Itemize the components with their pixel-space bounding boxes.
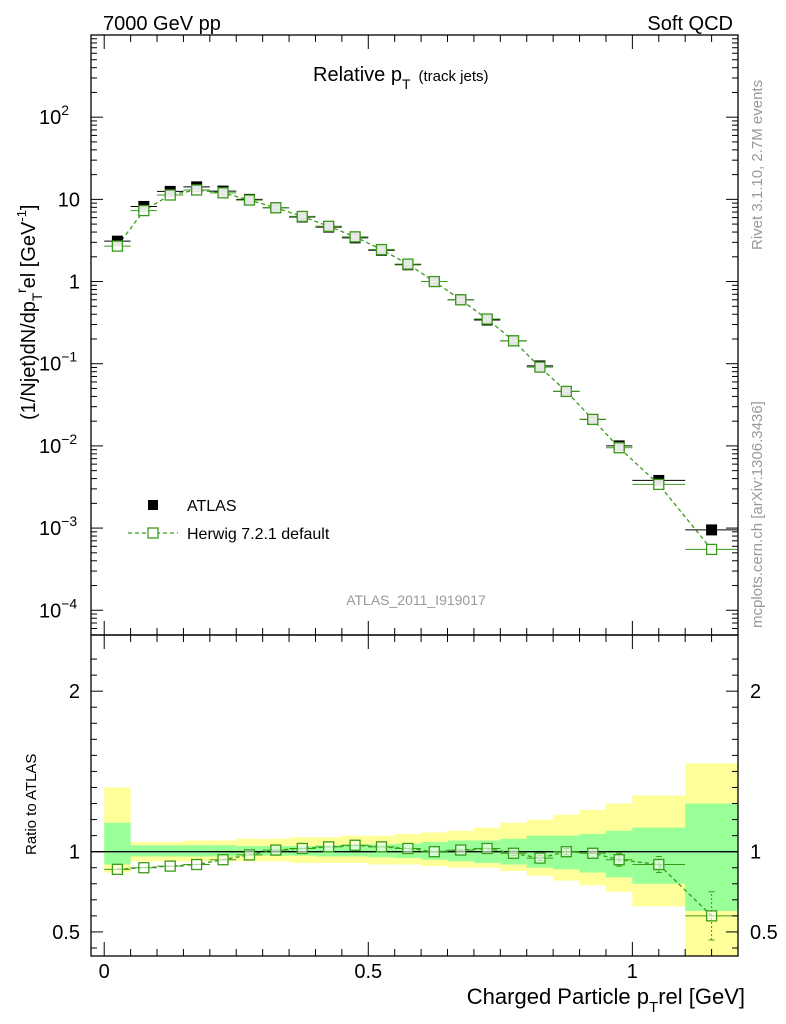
y-tick-label: 10−3 (39, 513, 77, 540)
mc-point (270, 202, 282, 214)
x-tick-label: 0.5 (354, 961, 382, 983)
ratio-point (296, 842, 308, 855)
mc-point (613, 442, 625, 454)
ratio-y-tick-label-right: 2 (750, 681, 761, 703)
mc-point (481, 313, 493, 325)
ratio-point (534, 852, 546, 864)
legend-atlas-label: ATLAS (187, 498, 237, 515)
ratio-point (190, 858, 203, 871)
main-ticks: 10−4 10−3 10−2 10−1 1 10 102 (39, 35, 738, 636)
legend-atlas-marker (148, 500, 158, 510)
ratio-band-inner (632, 827, 686, 884)
mc-point (428, 275, 440, 288)
mc-series-line (116, 189, 713, 550)
header-left: 7000 GeV pp (103, 13, 221, 35)
mc-point (507, 335, 520, 347)
ratio-point (507, 847, 520, 859)
ratio-band-inner (183, 845, 210, 857)
ratio-point (402, 842, 414, 855)
main-panel (104, 181, 738, 556)
main-frame (90, 34, 739, 636)
mc-point (164, 189, 176, 201)
x-tick-label: 1 (627, 961, 638, 983)
plot-title: Relative pT (track jets) (313, 64, 489, 92)
ratio-panel (91, 763, 738, 956)
ratio-point (270, 844, 282, 856)
ratio-band-inner (130, 845, 158, 857)
ratio-y-tick-label-left: 2 (69, 681, 80, 703)
mc-point (138, 204, 150, 217)
analysis-label: ATLAS_2011_I919017 (346, 592, 486, 608)
ratio-point (217, 854, 229, 866)
mc-point (534, 361, 546, 373)
ratio-band-inner (685, 803, 738, 912)
ratio-ticks: 0.5 0.5 1 1 2 2 0 0.5 1 (52, 635, 778, 983)
ratio-point (560, 846, 572, 858)
ratio-point (705, 910, 718, 922)
ratio-point (349, 839, 361, 851)
ratio-frame (90, 634, 739, 957)
ratio-point (323, 841, 335, 853)
ratio-band-inner (157, 845, 184, 857)
y-tick-label: 1 (69, 272, 80, 294)
ratio-point (587, 847, 599, 859)
legend-mc-label: Herwig 7.2.1 default (187, 526, 330, 543)
mc-point (560, 385, 572, 398)
ratio-point (481, 842, 493, 855)
mc-point (653, 478, 665, 491)
rivet-version-label: Rivet 3.1.10, 2.7M events (749, 80, 766, 250)
ratio-band-inner (104, 822, 131, 865)
ratio-point (653, 858, 665, 871)
mc-point (705, 543, 718, 556)
mc-point (190, 184, 203, 196)
y-tick-label: 10 (58, 189, 80, 211)
mc-point (111, 240, 124, 252)
ratio-point (138, 862, 150, 874)
main-ylabel: (1/Njet)dN/dpTrel [GeV-1] (13, 205, 45, 420)
y-tick-label: 102 (39, 102, 69, 129)
ratio-point (111, 863, 124, 875)
ratio-point (243, 849, 256, 861)
x-tick-label: 0 (99, 961, 110, 983)
legend-mc-marker (147, 527, 159, 539)
y-tick-label: 10−1 (39, 349, 77, 376)
ratio-y-tick-label-right: 0.5 (750, 922, 778, 944)
mc-point (217, 187, 229, 199)
y-tick-label: 10−4 (39, 595, 77, 622)
ratio-point (375, 841, 388, 853)
mc-point (402, 258, 414, 270)
ratio-series-line (117, 844, 713, 917)
mc-point (349, 231, 361, 243)
ratio-point (164, 860, 176, 872)
ratio-point (613, 854, 625, 866)
ratio-ylabel: Ratio to ATLAS (23, 754, 40, 855)
ratio-band-inner (209, 845, 237, 857)
mcplots-label: mcplots.cern.ch [arXiv:1306.3436] (749, 401, 766, 628)
ratio-point (428, 846, 440, 858)
ratio-y-tick-label-right: 1 (750, 842, 761, 864)
x-axis-label: Charged Particle pTrel [GeV] (467, 984, 745, 1016)
atlas-point (706, 524, 718, 536)
mc-point (243, 194, 256, 206)
y-tick-label: 10−2 (39, 431, 77, 458)
mc-point (296, 210, 308, 223)
ratio-y-tick-label-left: 0.5 (52, 922, 80, 944)
header-right: Soft QCD (647, 13, 733, 35)
mc-point (323, 220, 335, 232)
ratio-point (455, 844, 467, 856)
mc-point (455, 294, 467, 306)
ratio-y-tick-label-left: 1 (69, 842, 80, 864)
mc-point (587, 413, 599, 426)
mc-point (375, 243, 388, 256)
